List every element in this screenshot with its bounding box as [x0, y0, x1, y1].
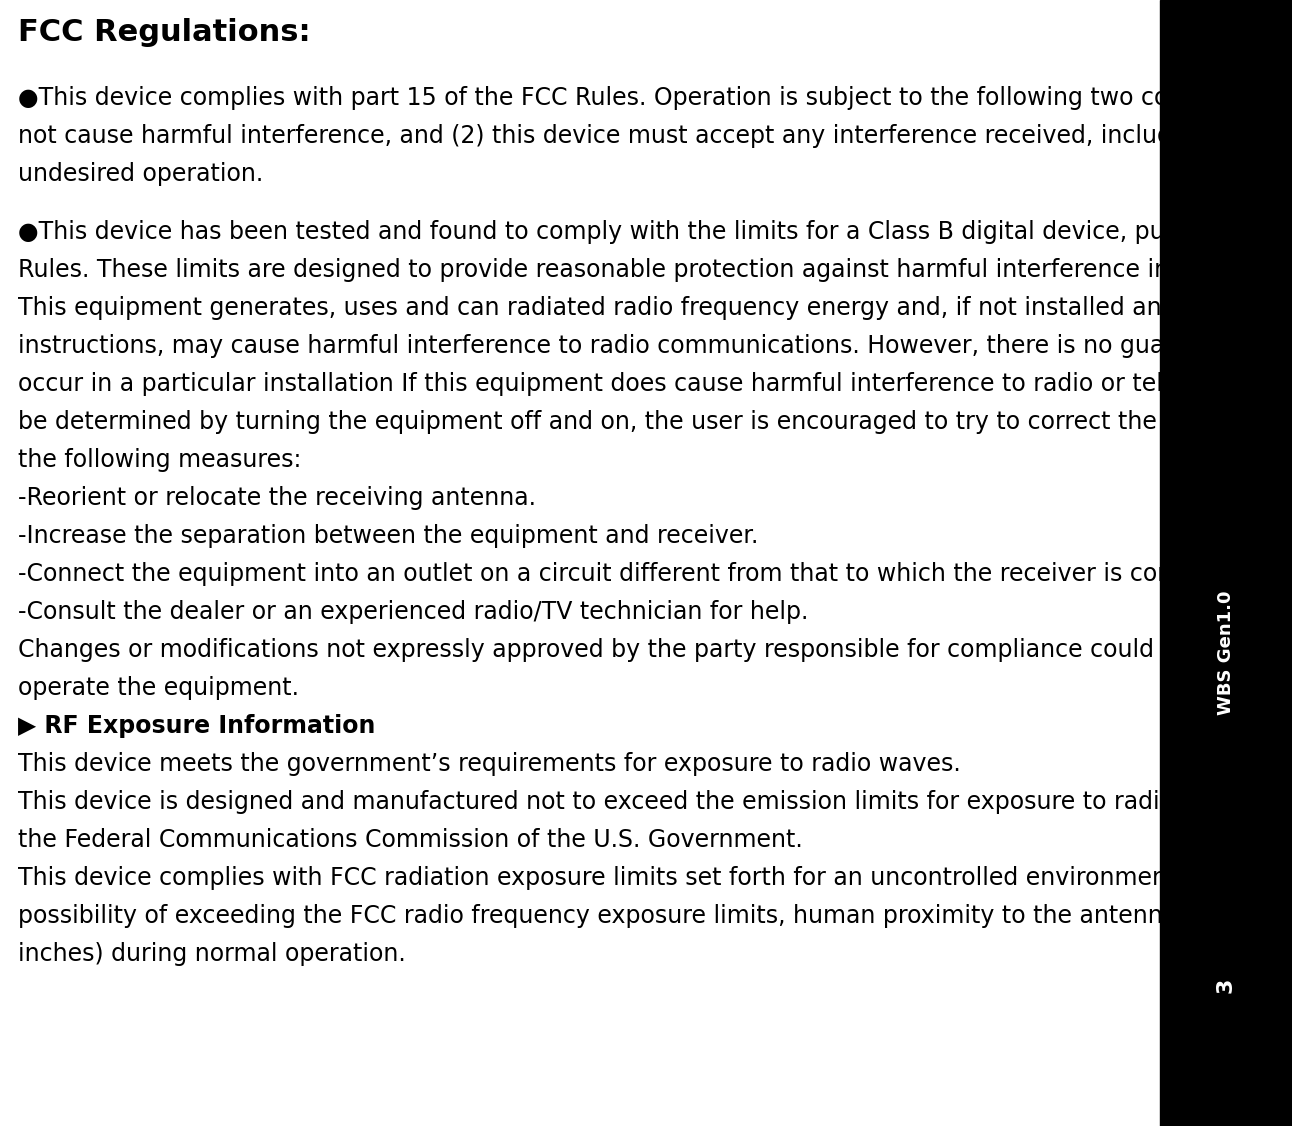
Text: occur in a particular installation If this equipment does cause harmful interfer: occur in a particular installation If th…: [18, 373, 1292, 396]
Text: WBS Gen1.0: WBS Gen1.0: [1217, 591, 1235, 715]
Text: possibility of exceeding the FCC radio frequency exposure limits, human proximit: possibility of exceeding the FCC radio f…: [18, 904, 1292, 929]
Text: be determined by turning the equipment off and on, the user is encouraged to try: be determined by turning the equipment o…: [18, 410, 1292, 435]
Text: FCC Regulations:: FCC Regulations:: [18, 18, 310, 47]
Text: -Connect the equipment into an outlet on a circuit different from that to which : -Connect the equipment into an outlet on…: [18, 562, 1261, 587]
Text: not cause harmful interference, and (2) this device must accept any interference: not cause harmful interference, and (2) …: [18, 124, 1292, 149]
Text: the following measures:: the following measures:: [18, 448, 301, 473]
Text: the Federal Communications Commission of the U.S. Government.: the Federal Communications Commission of…: [18, 829, 802, 852]
Text: instructions, may cause harmful interference to radio communications. However, t: instructions, may cause harmful interfer…: [18, 334, 1292, 358]
Text: 3: 3: [1216, 977, 1236, 993]
Text: Rules. These limits are designed to provide reasonable protection against harmfu: Rules. These limits are designed to prov…: [18, 258, 1292, 283]
Text: ●This device complies with part 15 of the FCC Rules. Operation is subject to the: ●This device complies with part 15 of th…: [18, 87, 1292, 110]
Text: ▶ RF Exposure Information: ▶ RF Exposure Information: [18, 714, 376, 739]
Text: Changes or modifications not expressly approved by the party responsible for com: Changes or modifications not expressly a…: [18, 638, 1292, 662]
Text: -Reorient or relocate the receiving antenna.: -Reorient or relocate the receiving ante…: [18, 486, 536, 510]
Text: This device complies with FCC radiation exposure limits set forth for an uncontr: This device complies with FCC radiation …: [18, 866, 1292, 891]
Text: operate the equipment.: operate the equipment.: [18, 677, 298, 700]
Text: inches) during normal operation.: inches) during normal operation.: [18, 942, 406, 966]
Bar: [1160, 0, 1292, 1126]
Text: This device is designed and manufactured not to exceed the emission limits for e: This device is designed and manufactured…: [18, 790, 1292, 814]
Text: undesired operation.: undesired operation.: [18, 162, 264, 187]
Text: -Increase the separation between the equipment and receiver.: -Increase the separation between the equ…: [18, 525, 758, 548]
Text: -Consult the dealer or an experienced radio/TV technician for help.: -Consult the dealer or an experienced ra…: [18, 600, 809, 625]
Text: This device meets the government’s requirements for exposure to radio waves.: This device meets the government’s requi…: [18, 752, 961, 777]
Text: ●This device has been tested and found to comply with the limits for a Class B d: ●This device has been tested and found t…: [18, 221, 1292, 244]
Text: This equipment generates, uses and can radiated radio frequency energy and, if n: This equipment generates, uses and can r…: [18, 296, 1292, 321]
